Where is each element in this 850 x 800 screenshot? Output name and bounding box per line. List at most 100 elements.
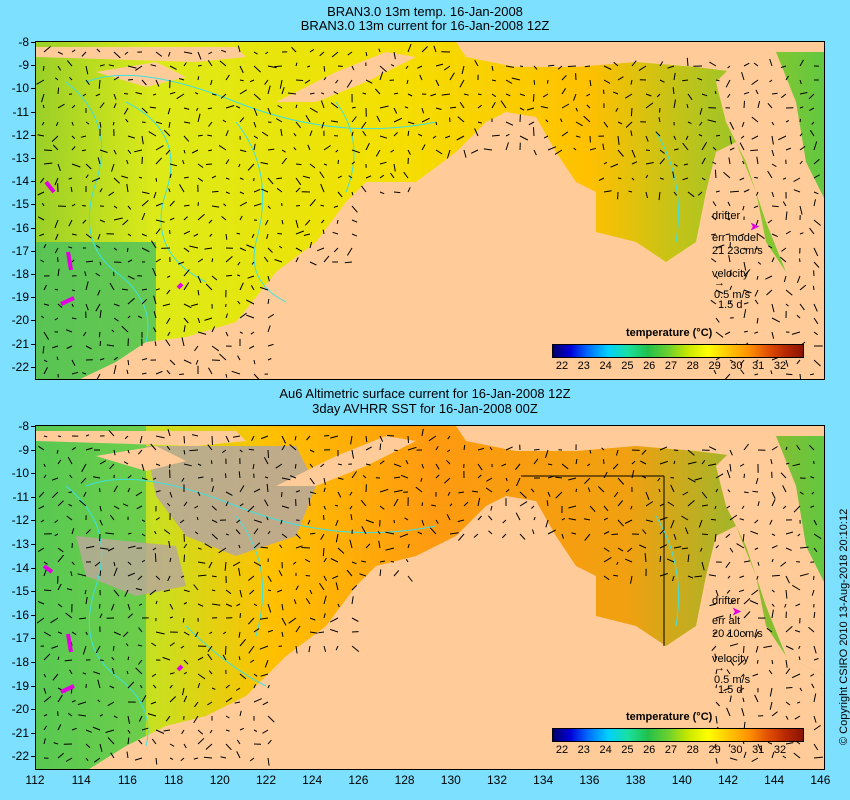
- current-vector: [501, 463, 507, 467]
- current-vector: [37, 191, 45, 196]
- current-vector: [780, 65, 787, 69]
- current-vector: [754, 519, 759, 524]
- current-vector: [728, 157, 731, 165]
- current-vector: [197, 491, 201, 497]
- current-vector: [771, 163, 777, 168]
- current-vector: [743, 645, 745, 653]
- current-vector: [545, 449, 549, 458]
- current-vector: [584, 477, 591, 484]
- current-vector: [743, 62, 750, 67]
- y-tick-label: -19: [11, 678, 36, 693]
- current-vector: [407, 121, 415, 125]
- current-vector: [113, 177, 120, 184]
- current-vector: [181, 337, 185, 347]
- current-vector: [155, 177, 158, 182]
- current-vector: [262, 729, 269, 734]
- x-tick-label: 114: [71, 773, 91, 787]
- current-vector: [697, 77, 703, 81]
- current-vector: [659, 446, 668, 451]
- current-vector: [141, 79, 147, 86]
- current-vector: [655, 131, 661, 137]
- current-vector: [165, 715, 171, 722]
- current-vector: [785, 211, 788, 221]
- current-vector: [80, 477, 87, 484]
- current-vector: [154, 530, 157, 535]
- current-vector: [505, 93, 511, 97]
- current-vector: [813, 645, 817, 654]
- colorbar-tick-label: 30: [730, 744, 743, 756]
- current-vector: [77, 573, 87, 577]
- current-vector: [302, 175, 311, 179]
- current-vector: [281, 505, 290, 509]
- current-vector: [113, 217, 123, 221]
- current-vector: [752, 673, 759, 677]
- current-vector: [491, 101, 496, 109]
- current-vector: [169, 696, 177, 703]
- current-vector: [251, 233, 255, 239]
- current-vector: [137, 449, 143, 455]
- current-vector: [209, 233, 213, 237]
- current-vector: [769, 701, 773, 710]
- current-vector: [712, 146, 717, 151]
- current-vector: [561, 103, 570, 109]
- current-vector: [701, 142, 708, 151]
- current-vector: [197, 163, 204, 168]
- current-vector: [471, 490, 479, 493]
- current-vector: [393, 163, 396, 172]
- current-vector: [603, 531, 610, 535]
- current-vector: [631, 177, 635, 181]
- current-vector: [645, 191, 648, 199]
- current-vector: [267, 247, 273, 253]
- current-vector: [155, 463, 161, 466]
- current-vector: [211, 505, 217, 511]
- current-vector: [57, 631, 63, 635]
- current-vector: [97, 679, 101, 689]
- current-vector: [617, 135, 620, 145]
- current-vector: [351, 449, 354, 459]
- colorbar-tick-label: 27: [664, 360, 678, 372]
- current-vector: [178, 261, 185, 265]
- current-vector: [65, 757, 73, 762]
- current-vector: [617, 500, 624, 507]
- current-vector: [799, 373, 802, 379]
- current-vector: [225, 589, 232, 595]
- current-vector: [771, 659, 774, 665]
- current-vector: [769, 79, 773, 83]
- current-vector: [742, 697, 745, 703]
- current-vector: [739, 575, 745, 579]
- current-vector: [207, 645, 213, 652]
- current-vector: [57, 51, 64, 55]
- drifter-label: drifter: [712, 210, 741, 222]
- current-vector: [43, 589, 52, 592]
- current-vector: [601, 447, 605, 451]
- current-vector: [625, 121, 633, 128]
- current-vector: [292, 561, 297, 565]
- current-vector: [152, 268, 157, 277]
- current-vector: [393, 489, 403, 493]
- current-vector: [659, 503, 664, 507]
- current-vector: [547, 475, 555, 479]
- current-vector: [113, 567, 118, 577]
- current-vector: [218, 144, 227, 151]
- current-vector: [435, 63, 444, 67]
- current-vector: [41, 202, 45, 207]
- current-vector: [547, 529, 556, 535]
- current-vector: [51, 135, 59, 142]
- current-vector: [253, 673, 258, 677]
- current-vector: [713, 743, 717, 748]
- current-vector: [728, 255, 731, 263]
- copyright-text: © Copyright CSIRO 2010 13-Aug-2018 20:10…: [838, 508, 850, 745]
- current-vector: [785, 373, 793, 376]
- current-vector: [742, 205, 745, 211]
- current-vector: [415, 486, 423, 493]
- current-vector: [155, 575, 161, 581]
- current-vector: [750, 149, 759, 152]
- current-vector: [203, 756, 213, 759]
- current-vector: [330, 435, 339, 439]
- current-vector: [97, 157, 101, 165]
- current-vector: [486, 477, 493, 482]
- australia-land: [80, 112, 824, 379]
- current-vector: [225, 491, 233, 496]
- current-vector: [219, 353, 227, 361]
- timor-island: [276, 436, 416, 486]
